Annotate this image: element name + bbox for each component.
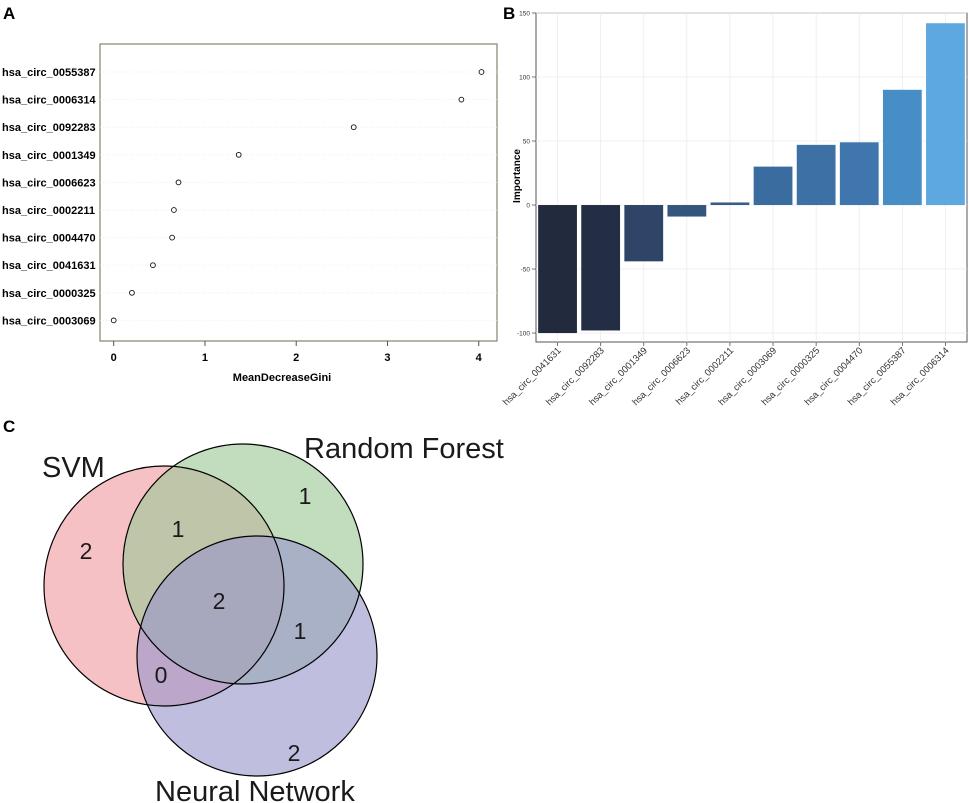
panel-label-a: A [3,4,15,23]
panel-a-point [350,124,357,131]
panel-a-category-label: hsa_circ_0004470 [2,233,96,245]
panel-b-y-axis: -100 -50 0 50 100 150 [517,11,536,338]
panel-a-point [129,289,135,296]
venn-count-nn-only: 2 [288,740,301,766]
panel-b-category-labels: hsa_circ_0041631hsa_circ_0092283hsa_circ… [501,342,952,408]
venn-circle-neural-network-outline [136,535,378,777]
panel-a-gridlines [100,71,497,321]
panel-b-bar [882,89,922,206]
panel-b-bar [839,142,879,206]
venn-count-rf-only: 1 [299,483,312,509]
venn-circle-outlines [43,443,378,777]
venn-label-neural-network: Neural Network [155,776,355,803]
panel-a-category-label: hsa_circ_0000325 [2,288,96,300]
panel-label-c: C [3,417,15,436]
panel-b-y-tick-label: -50 [521,267,531,274]
panel-b-bar [538,205,577,334]
panel-a-x-axis: 0 1 2 3 4 [111,341,483,364]
panel-a-category-label: hsa_circ_0092283 [2,122,96,134]
panel-a-point [235,151,242,158]
venn-circle-svm-outline [43,465,285,707]
panel-b-y-tick-label: 150 [519,11,530,18]
panel-b-y-tick-label: 100 [519,75,530,82]
panel-a-point [171,207,177,213]
panel-b-bar [581,205,621,331]
venn-count-rf-nn: 1 [294,618,307,644]
panel-a-dot-chart: hsa_circ_0055387 hsa_circ_0006314 hsa_circ… [2,43,498,384]
panel-b-bar [710,202,750,206]
venn-circle-neural-network-fill [137,536,377,776]
panel-b-y-tick-label: 50 [523,139,531,146]
panel-a-category-labels: hsa_circ_0055387 hsa_circ_0006314 hsa_circ… [2,67,96,327]
panel-a-x-axis-title: MeanDecreaseGini [233,372,331,384]
venn-label-svm: SVM [42,452,105,484]
venn-count-svm-only: 2 [80,538,93,564]
panel-a-point [169,234,175,241]
panel-b-y-tick-label: 0 [526,203,530,210]
panel-b-bar-chart: -100 -50 0 50 100 150 hsa_circ_0041631hsa_cir… [501,11,968,408]
panel-b-y-axis-title: Importance [512,149,523,203]
panel-a-x-tick-label: 3 [384,352,390,364]
venn-count-svm-rf: 1 [172,516,185,542]
venn-count-all-three: 2 [213,588,226,614]
venn-circle-random-forest-outline [122,443,364,685]
panel-b-bar [796,144,836,206]
panel-a-category-label: hsa_circ_0006314 [2,95,96,107]
panel-a-point [150,262,156,269]
panel-a-category-label: hsa_circ_0001349 [2,150,96,162]
venn-circle-fills [44,444,377,776]
panel-a-points [110,69,485,324]
panel-b-bar [753,166,793,206]
panel-a-x-tick-label: 4 [476,352,483,364]
panel-a-category-label: hsa_circ_0006623 [2,177,96,189]
panel-b-bar [926,23,965,206]
panel-a-point [458,96,465,103]
panel-a-x-tick-label: 1 [202,352,208,364]
panel-a-category-label: hsa_circ_0041631 [2,260,96,272]
panel-b-bar [667,205,707,217]
panel-b-bar [624,205,664,262]
venn-label-random-forest: Random Forest [304,433,504,465]
panel-a-category-label: hsa_circ_0002211 [2,205,95,217]
panel-a-plot-border [99,43,498,342]
panel-b-bars [538,23,965,334]
panel-a-x-tick-label: 0 [111,352,117,364]
panel-b-y-tick-label: -100 [517,331,530,338]
panel-a-x-tick-label: 2 [293,352,299,364]
panel-label-b: B [503,4,515,23]
panel-a-point [478,69,485,75]
venn-count-svm-nn: 0 [155,662,168,688]
panel-a-point [175,179,182,186]
panel-a-point [110,317,117,324]
panel-c-venn-diagram: SVM Random Forest Neural Network 2 1 2 1… [42,433,504,803]
panel-a-category-label: hsa_circ_0003069 [2,315,96,327]
panel-a-category-label: hsa_circ_0055387 [2,67,96,79]
